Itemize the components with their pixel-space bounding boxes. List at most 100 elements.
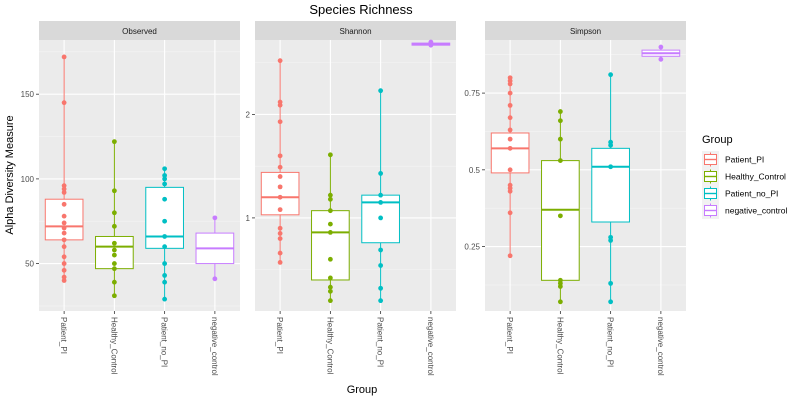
data-point-patient-pi [61,237,67,243]
data-point-patient-no-pi [162,166,168,172]
y-tick-label: 0.75 [464,89,480,98]
data-point-patient-pi [61,244,67,250]
data-point-healthy-control [557,118,563,124]
y-tick-label: 100 [21,175,35,184]
data-point-healthy-control [111,247,117,253]
data-point-healthy-control [327,288,333,294]
data-point-healthy-control [327,275,333,281]
data-point-patient-pi [61,225,67,231]
data-point-patient-no-pi [378,285,384,291]
data-point-patient-no-pi [162,173,168,178]
strip-label-simpson: Simpson [570,27,601,36]
data-point-patient-pi [507,127,513,133]
data-point-healthy-control [557,158,563,164]
data-point-patient-no-pi [378,298,384,304]
data-point-patient-no-pi [378,88,384,94]
strip-simpson [485,21,686,40]
data-point-patient-pi [277,153,283,159]
data-point-healthy-control [327,298,333,304]
y-tick-label: 50 [25,260,34,269]
data-point-patient-no-pi [608,238,614,243]
legend-label: Healthy_Control [725,172,786,182]
box-body [591,147,630,223]
data-point-patient-pi [61,213,67,219]
data-point-patient-pi [61,201,67,207]
panel-observed: Observed 50 100 150 Patient_PI Healthy_Contro… [21,21,240,376]
data-point-patient-pi [507,81,513,87]
data-point-healthy-control [111,266,117,272]
data-point-patient-pi [61,190,67,195]
data-point-patient-no-pi [608,142,614,148]
legend-label: Patient_no_PI [725,189,778,199]
data-point-patient-pi [277,259,283,265]
data-point-healthy-control [111,188,117,194]
data-point-patient-no-pi [378,199,384,205]
data-point-patient-pi [61,261,67,266]
data-point-patient-pi [507,188,513,194]
data-point-patient-no-pi [608,72,614,78]
data-point-patient-no-pi [162,218,168,224]
legend: Group Patient_PI Healthy_Control Patient_n… [702,134,787,219]
x-tick-label: Patient_PI [59,317,68,354]
data-point-healthy-control [557,109,563,114]
panel-shannon: Shannon 1 2 Patient_PI Healthy_Control Patien… [246,21,456,376]
legend-label: negative_control [725,206,787,216]
data-point-patient-pi [61,274,67,280]
facet-panels: Observed 50 100 150 Patient_PI Healthy_Contro… [21,21,686,376]
strip-observed [39,21,240,40]
data-point-patient-no-pi [608,280,614,286]
data-point-healthy-control [557,299,563,305]
data-point-patient-pi [61,220,67,226]
data-point-patient-pi [277,250,283,256]
data-point-patient-no-pi [162,181,168,187]
data-point-patient-pi [61,186,67,192]
data-point-healthy-control [327,221,333,227]
data-point-patient-no-pi [162,196,168,202]
data-point-healthy-control [327,196,333,202]
data-point-patient-no-pi [162,279,168,285]
data-point-patient-no-pi [378,215,384,221]
data-point-patient-pi [61,254,67,260]
data-point-patient-pi [277,194,283,200]
data-point-patient-pi [507,210,513,216]
strip-label-observed: Observed [122,27,157,36]
data-point-healthy-control [327,229,333,235]
data-point-patient-pi [277,119,283,125]
data-point-healthy-control [111,223,117,229]
box-healthy-control-simpson [541,109,580,305]
data-point-patient-pi [277,236,283,241]
data-point-patient-pi [277,102,283,108]
box-patient-no-pi-observed [145,166,184,302]
y-tick-label: 2 [246,110,251,119]
data-point-patient-pi [277,174,283,179]
box-healthy-control-shannon [311,152,350,304]
x-tick-label: negative_control [426,317,435,376]
data-point-patient-pi [507,90,513,96]
box-body [541,160,580,281]
y-axis-title: Alpha Diversity Measure [4,115,16,234]
data-point-healthy-control [111,252,117,258]
data-point-healthy-control [111,293,117,299]
box-negative-control-simpson [641,44,681,62]
y-tick-label: 0.5 [469,166,481,175]
data-point-patient-pi [277,164,283,170]
data-point-patient-no-pi [162,296,168,302]
data-point-patient-no-pi [162,176,168,182]
data-point-healthy-control [111,210,117,216]
box-patient-pi-observed [44,54,84,283]
box-healthy-control-observed [95,139,134,299]
data-point-patient-pi [507,115,513,121]
x-tick-label: Patient_no_PI [606,317,615,367]
plot-background-simpson [485,40,686,311]
x-tick-label: Patient_no_PI [376,317,385,367]
data-point-patient-pi [277,207,283,213]
data-point-patient-no-pi [378,247,384,253]
x-tick-label: Healthy_Control [109,317,118,375]
data-point-patient-pi [61,183,67,189]
box-patient-pi-shannon [260,58,300,265]
data-point-healthy-control [111,279,117,285]
x-tick-label: negative_control [656,317,665,376]
box-body [311,210,350,281]
x-tick-label: negative_control [210,317,219,376]
